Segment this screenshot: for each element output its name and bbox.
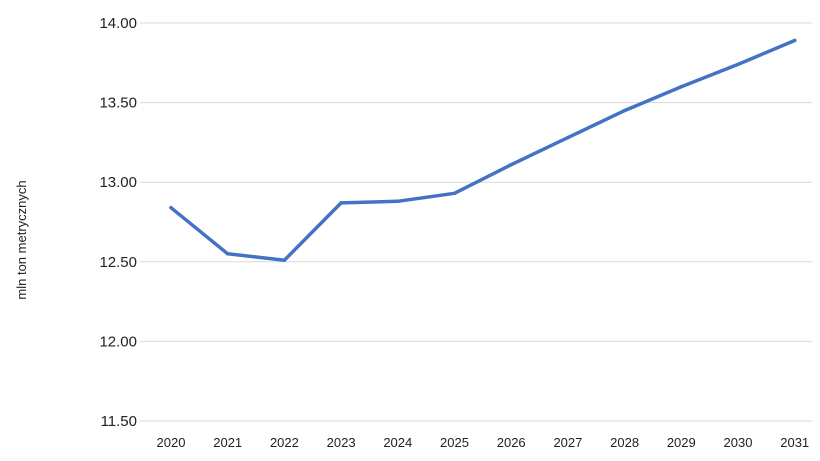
x-tick-label: 2027 xyxy=(553,435,582,450)
data-point-2029 xyxy=(679,84,684,89)
data-point-2024 xyxy=(396,199,400,204)
x-tick-label: 2023 xyxy=(327,435,356,450)
y-tick-label: 12.50 xyxy=(99,254,137,271)
x-tick-label: 2022 xyxy=(270,435,299,450)
y-tick-label: 13.00 xyxy=(99,174,137,191)
x-tick-label: 2029 xyxy=(667,435,696,450)
y-tick-label: 12.00 xyxy=(99,333,137,350)
series-line xyxy=(169,38,797,262)
x-tick-label: 2021 xyxy=(213,435,242,450)
gridlines xyxy=(140,22,812,422)
data-point-2022 xyxy=(282,258,287,262)
data-point-2030 xyxy=(736,62,740,67)
x-tick-label: 2030 xyxy=(724,435,753,450)
y-tick-label: 14.00 xyxy=(99,15,137,32)
y-tick-label: 11.50 xyxy=(101,413,137,430)
x-axis-tick-labels: 2020 2021 2022 2023 2024 2025 2026 2027 2028 2029… xyxy=(157,435,810,450)
x-tick-label: 2031 xyxy=(780,435,809,450)
data-point-2020 xyxy=(169,205,173,210)
x-tick-label: 2028 xyxy=(610,435,639,450)
series-lines xyxy=(169,38,797,262)
y-tick-label: 13.50 xyxy=(99,95,137,112)
x-tick-label: 2025 xyxy=(440,435,469,450)
data-point-2031 xyxy=(792,38,797,43)
data-point-2023 xyxy=(339,201,343,205)
data-point-2027 xyxy=(566,135,570,140)
x-tick-label: 2020 xyxy=(157,435,186,450)
y-axis-title: mln ton metrycznych xyxy=(14,180,29,299)
data-point-2028 xyxy=(622,108,627,113)
y-axis-tick-labels: 11.50 12.00 12.50 13.00 13.50 14.00 xyxy=(99,15,137,430)
x-tick-label: 2026 xyxy=(497,435,526,450)
x-tick-label: 2024 xyxy=(383,435,412,450)
data-point-2025 xyxy=(452,191,457,196)
data-point-2021 xyxy=(225,252,230,256)
data-point-2026 xyxy=(509,162,513,167)
